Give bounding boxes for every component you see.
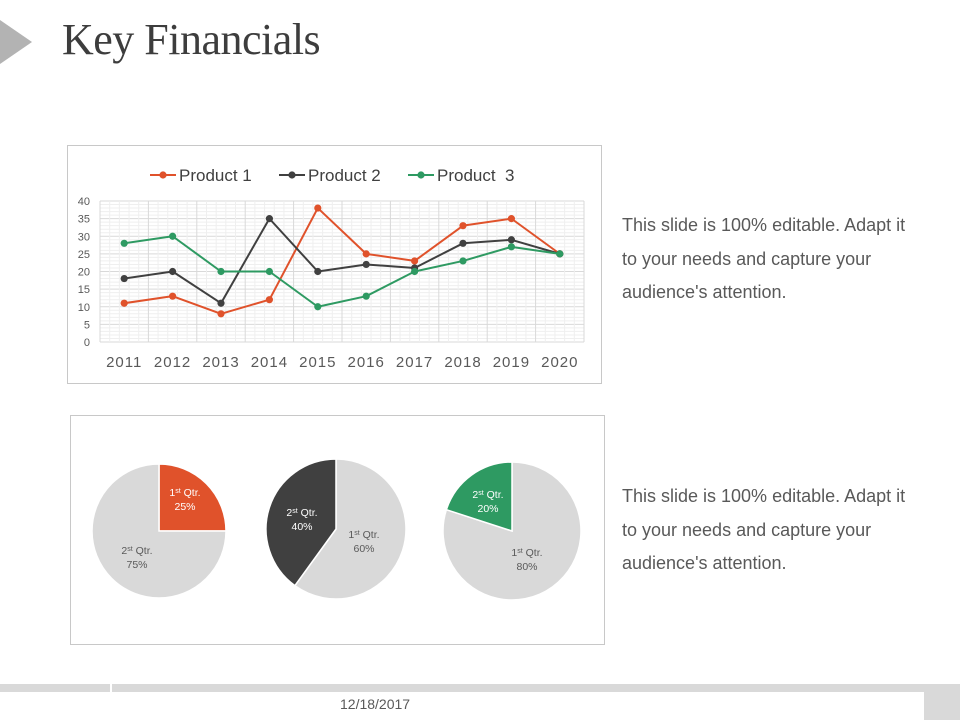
y-tick-label: 30 bbox=[78, 231, 90, 243]
data-point-product-3 bbox=[362, 292, 370, 300]
x-tick-label: 2019 bbox=[493, 354, 530, 371]
x-tick-label: 2011 bbox=[106, 354, 142, 371]
pie-1-slice-1-value: 25% bbox=[174, 501, 195, 513]
data-point-product-2 bbox=[169, 267, 177, 276]
pie-2-slice-2 bbox=[265, 458, 337, 587]
legend-marker-product-1 bbox=[159, 171, 167, 179]
x-tick-label: 2020 bbox=[541, 354, 578, 371]
pie-3-slice-2-value: 20% bbox=[477, 503, 498, 515]
x-tick-label: 2014 bbox=[251, 354, 288, 371]
data-point-product-1 bbox=[411, 257, 419, 265]
pie-1-slice-1 bbox=[158, 463, 227, 532]
data-point-product-1 bbox=[507, 215, 515, 223]
data-point-product-3 bbox=[120, 239, 128, 247]
pie-1-slice-1-label: 1st Qtr. bbox=[169, 487, 200, 499]
data-point-product-1 bbox=[314, 204, 322, 212]
pie-2-slice-1-value: 60% bbox=[353, 543, 374, 555]
data-point-product-2 bbox=[507, 236, 515, 244]
data-point-product-3 bbox=[169, 232, 177, 240]
y-tick-label: 25 bbox=[78, 249, 90, 261]
footer-bar-left bbox=[0, 684, 110, 692]
footer-corner-block bbox=[924, 684, 960, 720]
pie-charts-panel: 1st Qtr. 25% 2st Qtr. 75% 1st Qtr. 60% 2st Qtr… bbox=[70, 415, 605, 645]
x-tick-label: 2018 bbox=[444, 354, 481, 371]
page-title: Key Financials bbox=[62, 15, 321, 64]
data-point-product-2 bbox=[362, 260, 370, 269]
pie-charts: 1st Qtr. 25% 2st Qtr. 75% 1st Qtr. 60% 2st Qtr… bbox=[91, 458, 582, 601]
x-tick-label: 2015 bbox=[299, 354, 336, 371]
pie-3-slice-1-label: 1st Qtr. bbox=[511, 547, 542, 559]
pie-1-slice-2-value: 75% bbox=[126, 559, 147, 571]
pie-2-slice-1 bbox=[293, 458, 407, 600]
pie-2-slice-2-label: 2st Qtr. bbox=[286, 507, 317, 519]
y-tick-label: 40 bbox=[78, 196, 90, 208]
legend-marker-product-3 bbox=[417, 171, 425, 179]
y-tick-label: 10 bbox=[78, 302, 90, 314]
pie-1-slice-2-label: 2st Qtr. bbox=[121, 545, 152, 557]
footer-bar bbox=[112, 684, 924, 692]
data-point-product-1 bbox=[459, 222, 467, 230]
data-point-product-1 bbox=[169, 292, 177, 300]
data-point-product-3 bbox=[507, 243, 515, 251]
pie-1-slice-2 bbox=[91, 463, 227, 599]
y-tick-label: 0 bbox=[84, 337, 90, 349]
x-tick-label: 2016 bbox=[348, 354, 385, 371]
data-point-product-3 bbox=[314, 303, 322, 311]
legend-marker-product-2 bbox=[288, 171, 296, 179]
x-tick-label: 2017 bbox=[396, 354, 433, 371]
y-tick-label: 20 bbox=[78, 267, 90, 279]
description-text-2: This slide is 100% editable. Adapt it to… bbox=[622, 486, 906, 573]
x-tick-label: 2012 bbox=[154, 354, 191, 371]
data-point-product-3 bbox=[217, 267, 225, 276]
data-point-product-3 bbox=[265, 267, 273, 276]
data-point-product-3 bbox=[411, 267, 419, 276]
data-point-product-2 bbox=[265, 215, 273, 223]
pie-2-slice-2-value: 40% bbox=[291, 521, 312, 533]
y-tick-label: 35 bbox=[78, 214, 90, 226]
legend-label-product-2: Product 2 bbox=[308, 166, 381, 185]
series-line-product-3 bbox=[124, 235, 560, 308]
pie-3-slice-2-label: 2st Qtr. bbox=[472, 489, 503, 501]
data-point-product-1 bbox=[265, 296, 273, 304]
legend-label-product-1: Product 1 bbox=[179, 166, 252, 185]
data-point-product-2 bbox=[217, 299, 225, 307]
description-text-1: This slide is 100% editable. Adapt it to… bbox=[622, 215, 906, 302]
y-tick-label: 15 bbox=[78, 284, 90, 296]
data-point-product-3 bbox=[459, 257, 467, 265]
x-tick-label: 2013 bbox=[202, 354, 239, 371]
data-point-product-2 bbox=[120, 274, 128, 283]
footer-date: 12/18/2017 bbox=[340, 696, 411, 712]
series-line-product-1 bbox=[124, 207, 561, 315]
line-chart-panel: 0 5 10 15 20 25 30 35 40 2011 2012 2013 2014 2015 2016… bbox=[67, 145, 602, 384]
pie-2-slice-1-label: 1st Qtr. bbox=[348, 529, 379, 541]
series-line-product-2 bbox=[124, 217, 561, 305]
data-point-product-1 bbox=[362, 250, 370, 258]
line-chart: 0 5 10 15 20 25 30 35 40 2011 2012 2013 2014 2015 2016… bbox=[78, 166, 585, 371]
data-point-product-2 bbox=[314, 267, 322, 276]
pie-3-slice-1-value: 80% bbox=[516, 561, 537, 573]
data-point-product-3 bbox=[556, 250, 564, 258]
pie-3-slice-2 bbox=[445, 461, 513, 533]
data-point-product-1 bbox=[217, 310, 225, 318]
data-point-product-1 bbox=[120, 299, 128, 307]
legend-label-product-3: Product 3 bbox=[437, 166, 515, 185]
title-arrow-decoration bbox=[0, 20, 32, 64]
y-tick-label: 5 bbox=[84, 319, 90, 331]
data-point-product-2 bbox=[459, 239, 467, 247]
